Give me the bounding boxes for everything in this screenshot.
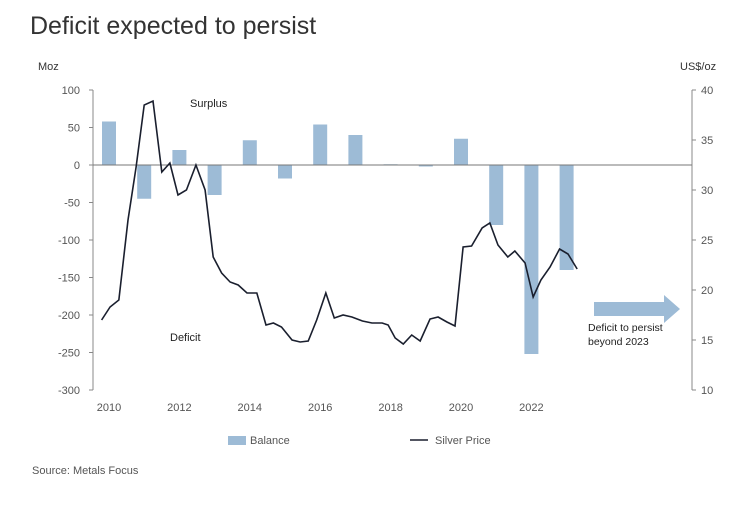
legend-swatch-balance (228, 436, 246, 445)
x-tick-label: 2012 (167, 402, 191, 414)
chart-title: Deficit expected to persist (30, 12, 317, 40)
left-tick-label: -100 (58, 235, 80, 247)
right-tick-label: 30 (701, 185, 713, 197)
right-tick-label: 15 (701, 335, 713, 347)
left-tick-label: 50 (68, 123, 80, 135)
arrow-text-2: beyond 2023 (588, 336, 649, 348)
bar-2021 (489, 165, 504, 225)
deficit-label: Deficit (170, 332, 201, 344)
legend-label-silver: Silver Price (435, 435, 491, 447)
bar-2016 (313, 124, 328, 165)
x-tick-label: 2016 (308, 402, 332, 414)
x-tick-label: 2022 (519, 402, 543, 414)
bar-2012 (172, 150, 187, 165)
bar-2023 (559, 165, 574, 270)
left-axis-label: Moz (38, 61, 59, 73)
bar-2014 (242, 140, 257, 165)
right-axis-label: US$/oz (680, 61, 716, 73)
bar-2013 (207, 165, 222, 195)
silver-price-line (100, 99, 578, 346)
right-tick-label: 25 (701, 235, 713, 247)
surplus-label: Surplus (190, 98, 228, 110)
left-tick-label: -150 (58, 273, 80, 285)
left-tick-label: -200 (58, 310, 80, 322)
bar-2022 (524, 165, 539, 354)
x-tick-label: 2010 (97, 402, 121, 414)
left-tick-label: -250 (58, 348, 80, 360)
arrow-right-icon (594, 295, 680, 323)
left-tick-label: 100 (62, 85, 80, 97)
left-tick-label: -50 (64, 198, 80, 210)
right-tick-label: 10 (701, 385, 713, 397)
legend-label-balance: Balance (250, 435, 290, 447)
right-tick-label: 40 (701, 85, 713, 97)
x-tick-label: 2014 (238, 402, 262, 414)
source-note: Source: Metals Focus (32, 465, 139, 477)
x-tick-label: 2020 (449, 402, 473, 414)
right-tick-label: 35 (701, 135, 713, 147)
bar-2015 (278, 165, 292, 179)
left-tick-label: -300 (58, 385, 80, 397)
x-tick-label: 2018 (378, 402, 402, 414)
bar-2020 (454, 138, 468, 165)
bar-2010 (102, 121, 116, 165)
right-tick-label: 20 (701, 285, 713, 297)
left-tick-label: 0 (74, 160, 80, 172)
bar-2011 (137, 165, 152, 199)
bar-2019 (418, 165, 433, 167)
bar-2017 (348, 135, 363, 165)
arrow-text-1: Deficit to persist (588, 322, 663, 334)
